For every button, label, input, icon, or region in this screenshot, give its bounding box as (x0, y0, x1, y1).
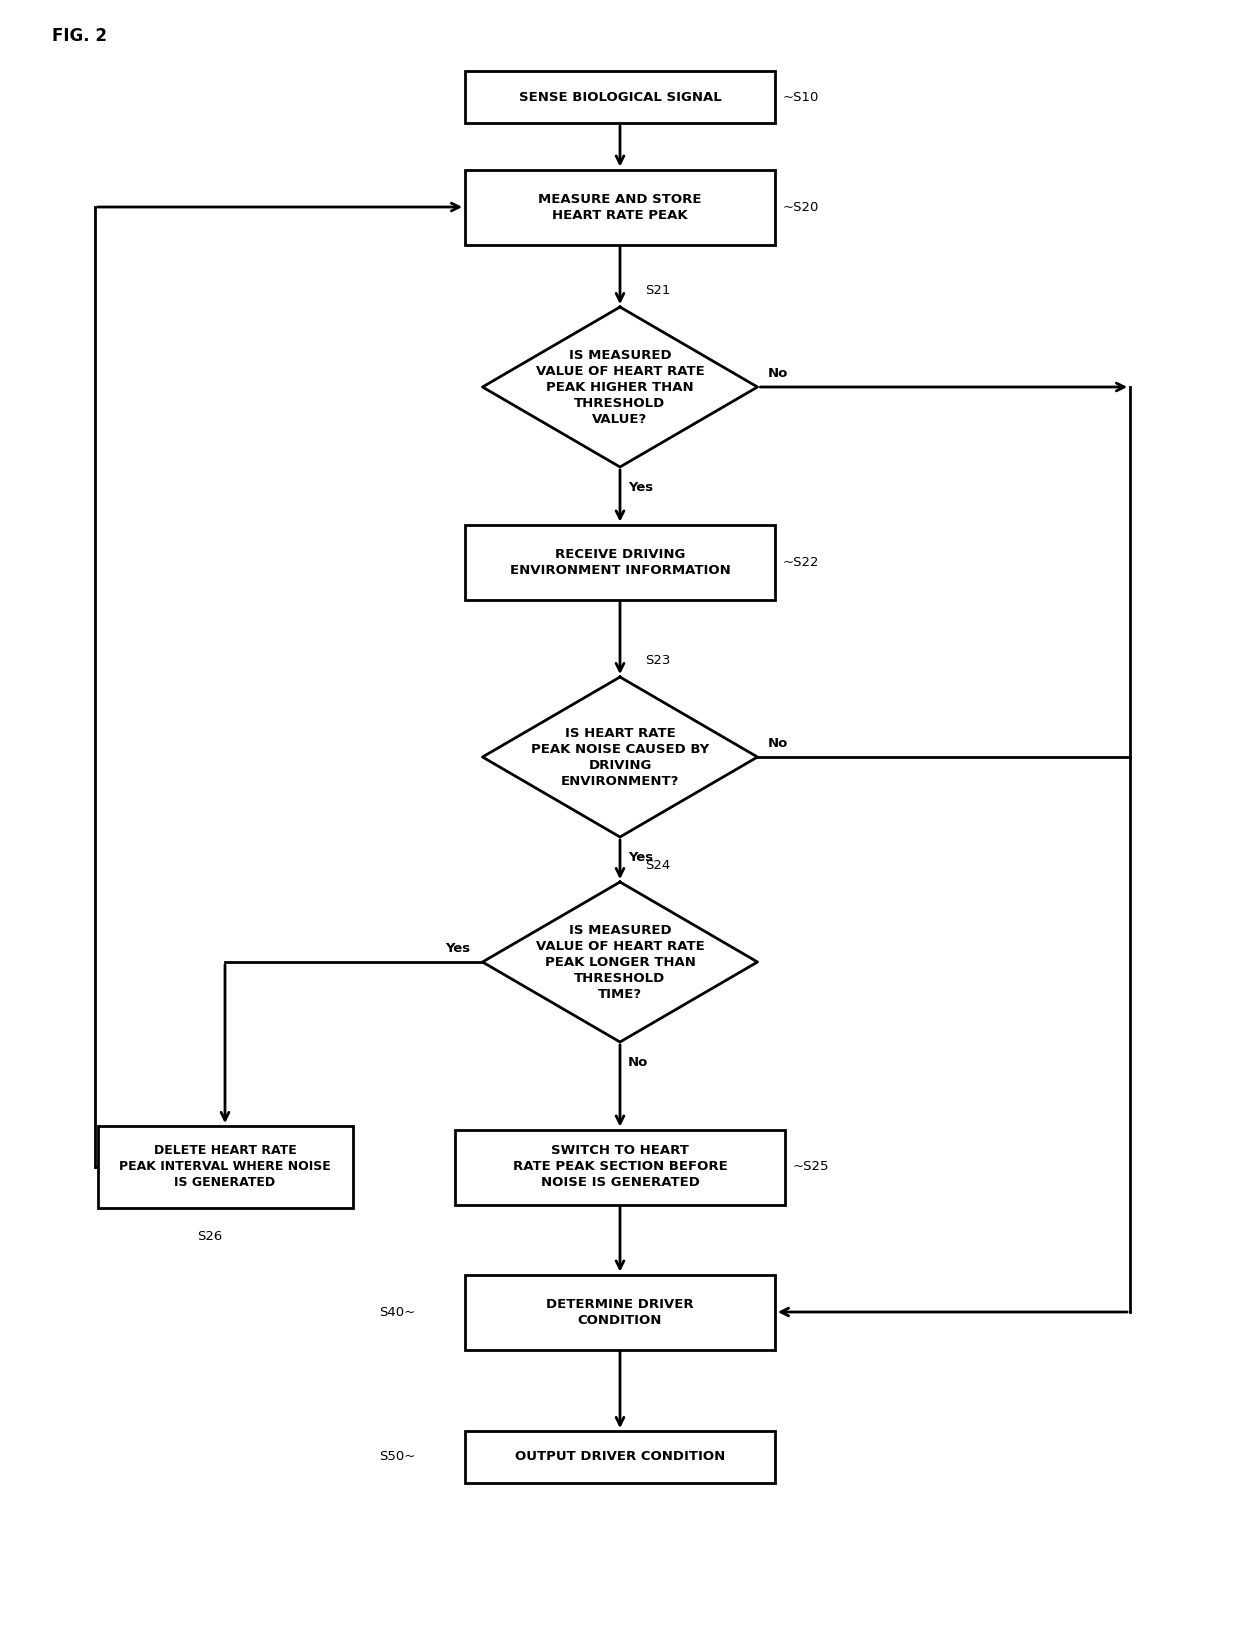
Text: No: No (768, 366, 787, 379)
Text: IS MEASURED
VALUE OF HEART RATE
PEAK HIGHER THAN
THRESHOLD
VALUE?: IS MEASURED VALUE OF HEART RATE PEAK HIG… (536, 348, 704, 426)
FancyBboxPatch shape (465, 1432, 775, 1482)
Text: IS MEASURED
VALUE OF HEART RATE
PEAK LONGER THAN
THRESHOLD
TIME?: IS MEASURED VALUE OF HEART RATE PEAK LON… (536, 924, 704, 1001)
Text: No: No (768, 737, 787, 750)
Text: IS HEART RATE
PEAK NOISE CAUSED BY
DRIVING
ENVIRONMENT?: IS HEART RATE PEAK NOISE CAUSED BY DRIVI… (531, 727, 709, 787)
Text: ~S25: ~S25 (794, 1160, 830, 1173)
Text: DETERMINE DRIVER
CONDITION: DETERMINE DRIVER CONDITION (546, 1297, 694, 1326)
FancyBboxPatch shape (465, 1274, 775, 1349)
Text: OUTPUT DRIVER CONDITION: OUTPUT DRIVER CONDITION (515, 1451, 725, 1464)
Text: S26: S26 (197, 1230, 223, 1243)
Text: SENSE BIOLOGICAL SIGNAL: SENSE BIOLOGICAL SIGNAL (518, 91, 722, 104)
Text: Yes: Yes (627, 851, 653, 864)
Text: MEASURE AND STORE
HEART RATE PEAK: MEASURE AND STORE HEART RATE PEAK (538, 192, 702, 221)
FancyBboxPatch shape (465, 169, 775, 244)
Text: S40~: S40~ (378, 1305, 415, 1318)
Polygon shape (482, 308, 758, 467)
Text: DELETE HEART RATE
PEAK INTERVAL WHERE NOISE
IS GENERATED: DELETE HEART RATE PEAK INTERVAL WHERE NO… (119, 1144, 331, 1189)
Polygon shape (482, 677, 758, 836)
Polygon shape (482, 882, 758, 1041)
Text: Yes: Yes (445, 942, 470, 955)
Text: Yes: Yes (627, 482, 653, 495)
Text: No: No (627, 1056, 649, 1069)
Text: S21: S21 (645, 285, 671, 298)
FancyBboxPatch shape (455, 1129, 785, 1204)
Text: ~S20: ~S20 (782, 200, 820, 213)
Text: ~S10: ~S10 (782, 91, 820, 104)
FancyBboxPatch shape (98, 1126, 352, 1207)
FancyBboxPatch shape (465, 72, 775, 124)
Text: RECEIVE DRIVING
ENVIRONMENT INFORMATION: RECEIVE DRIVING ENVIRONMENT INFORMATION (510, 548, 730, 576)
Text: ~S22: ~S22 (782, 555, 820, 568)
FancyBboxPatch shape (465, 524, 775, 599)
Text: SWITCH TO HEART
RATE PEAK SECTION BEFORE
NOISE IS GENERATED: SWITCH TO HEART RATE PEAK SECTION BEFORE… (512, 1144, 728, 1189)
Text: S24: S24 (645, 859, 671, 872)
Text: S23: S23 (645, 654, 671, 667)
Text: FIG. 2: FIG. 2 (52, 28, 107, 46)
Text: S50~: S50~ (378, 1451, 415, 1464)
